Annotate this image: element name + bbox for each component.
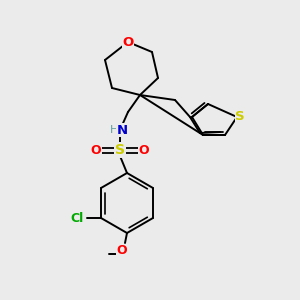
Text: S: S [235,110,245,124]
Text: H: H [110,125,118,135]
Text: Cl: Cl [70,212,84,224]
Text: S: S [115,143,125,157]
Text: O: O [122,35,134,49]
Text: O: O [91,143,101,157]
Text: N: N [116,124,128,136]
Text: O: O [117,244,127,257]
Text: O: O [139,143,149,157]
